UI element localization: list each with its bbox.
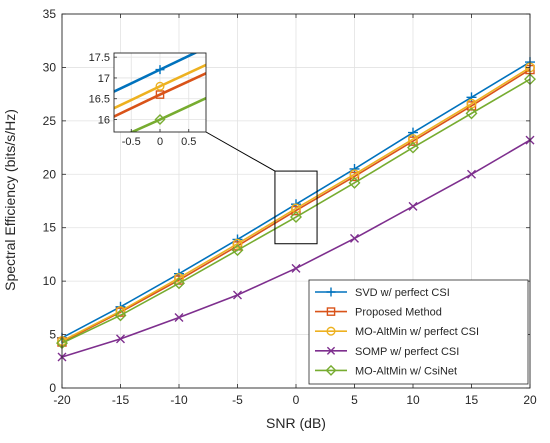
data-point — [232, 238, 243, 249]
legend-label: SOMP w/ perfect CSI — [355, 346, 459, 358]
y-tick-label: 10 — [43, 274, 57, 288]
legend-label: MO-AltMin w/ perfect CSI — [355, 326, 479, 338]
x-tick-label: 10 — [406, 393, 420, 407]
x-tick-label: -20 — [53, 393, 71, 407]
data-point — [290, 211, 302, 224]
x-tick-label: 5 — [351, 393, 358, 407]
inset-zoom-plot: -0.5 0 0.5 16 16.5 17 17.5 — [89, 52, 207, 148]
x-tick-label: 15 — [465, 393, 479, 407]
y-tick-label: 35 — [43, 7, 57, 21]
x-tick-label: 20 — [523, 393, 537, 407]
y-tick-label: 25 — [43, 114, 57, 128]
series-line — [61, 66, 531, 342]
inset-series-line — [114, 71, 206, 118]
zoom-indicator — [205, 131, 318, 245]
axis-ticks: -20 -15 -10 -5 0 5 10 15 20 0 5 10 15 20 25 30 35 — [43, 7, 537, 407]
legend: SVD w/ perfect CSI Proposed Method MO-AltM… — [308, 279, 529, 385]
data-point — [291, 263, 301, 273]
y-axis-label: Spectral Efficiency (bits/s/Hz) — [2, 109, 18, 291]
x-tick-label: 0 — [293, 393, 300, 407]
legend-marker — [326, 307, 336, 316]
inset-y-tick-label: 16.5 — [89, 94, 110, 106]
legend-label: Proposed Method — [355, 307, 442, 319]
data-point — [173, 277, 185, 290]
zoom-rectangle — [274, 170, 318, 245]
data-point — [233, 290, 242, 300]
y-tick-label: 30 — [43, 60, 57, 74]
legend-entry: MO-AltMin w/ perfect CSI — [315, 326, 479, 338]
inset-series-group — [114, 53, 206, 132]
inset-data-point — [154, 114, 166, 126]
x-tick-label: -15 — [112, 393, 130, 407]
data-point — [407, 141, 419, 154]
legend-label: MO-AltMin w/ CsiNet — [355, 365, 457, 377]
series-line — [61, 78, 531, 344]
data-point — [114, 309, 127, 322]
data-point — [116, 334, 125, 344]
zoom-connector-line — [205, 131, 276, 172]
data-point — [466, 92, 477, 103]
legend-entry: SVD w/ perfect CSI — [315, 287, 450, 299]
inset-data-point — [155, 90, 165, 99]
data-point — [408, 127, 418, 138]
legend-entry: Proposed Method — [315, 307, 442, 319]
inset-y-tick-label: 16 — [98, 115, 110, 127]
legend-label: SVD w/ perfect CSI — [355, 287, 450, 299]
legend-marker — [326, 346, 336, 355]
y-tick-label: 20 — [43, 167, 57, 181]
data-point — [467, 169, 476, 179]
data-point — [348, 176, 361, 189]
y-tick-label: 0 — [49, 381, 56, 395]
inset-frame — [113, 52, 207, 133]
inset-data-point — [155, 81, 165, 91]
inset-y-tick-label: 17.5 — [89, 52, 110, 64]
data-point — [465, 107, 478, 120]
series-line — [61, 68, 531, 343]
y-tick-label: 5 — [49, 328, 56, 342]
x-axis-label: SNR (dB) — [266, 415, 326, 431]
inset-series-line — [128, 96, 206, 132]
inset-x-tick-label: -0.5 — [122, 136, 141, 148]
inset-series-line — [114, 63, 206, 110]
data-point — [174, 272, 184, 283]
y-tick-label: 15 — [43, 221, 57, 235]
data-point — [231, 244, 244, 257]
legend-marker — [325, 364, 337, 376]
inset-x-tick-label: 0 — [157, 136, 163, 148]
inset-x-tick-label: 0.5 — [181, 136, 196, 148]
inset-y-tick-label: 17 — [98, 73, 110, 85]
data-point — [174, 312, 184, 322]
x-tick-label: -10 — [170, 393, 188, 407]
legend-marker — [326, 326, 336, 336]
inset-data-point — [155, 65, 165, 75]
legend-marker — [326, 287, 336, 297]
legend-entry: SOMP w/ perfect CSI — [315, 346, 459, 358]
data-point — [350, 233, 359, 243]
legend-entry: MO-AltMin w/ CsiNet — [315, 364, 457, 377]
data-point — [408, 201, 418, 211]
x-tick-label: -5 — [232, 393, 243, 407]
